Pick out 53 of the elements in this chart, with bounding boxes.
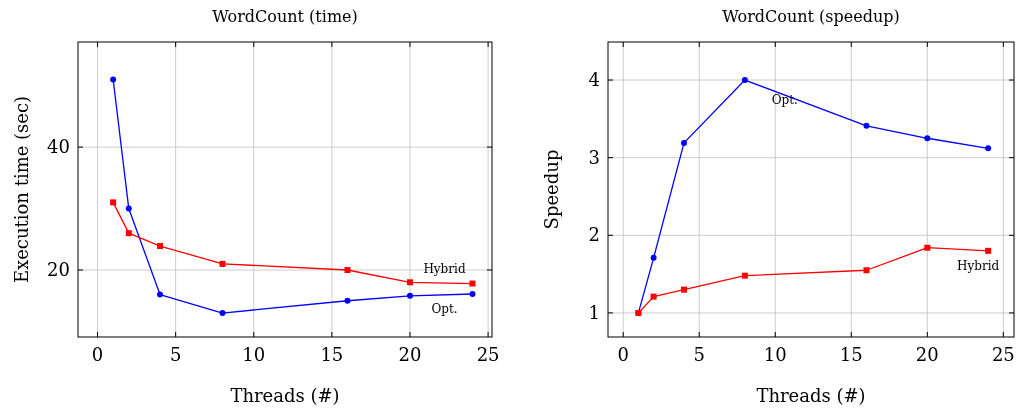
point (469, 290, 476, 297)
y-axis-title: Speedup (541, 149, 562, 230)
series-label: Opt. (431, 302, 458, 317)
chart-title: WordCount (time) (212, 7, 358, 26)
series-label: Opt. (771, 92, 798, 107)
point (924, 135, 931, 142)
x-tick-label: 20 (915, 344, 939, 365)
point (863, 122, 870, 129)
y-tick-label: 2 (588, 224, 600, 246)
x-tick-label: 25 (476, 344, 500, 365)
point (219, 310, 226, 317)
point (681, 286, 688, 293)
point (344, 267, 351, 274)
y-tick-label: 3 (588, 146, 600, 168)
y-tick-label: 1 (588, 301, 600, 323)
chart-title: WordCount (speedup) (722, 7, 900, 26)
y-tick-label: 4 (588, 69, 600, 91)
x-tick-label: 15 (320, 344, 344, 365)
point (681, 139, 688, 146)
point (157, 291, 164, 298)
x-tick-label: 5 (693, 344, 705, 365)
point (406, 279, 413, 286)
x-tick-label: 25 (991, 344, 1015, 365)
point (125, 205, 132, 212)
point (157, 243, 164, 250)
x-axis-title: Threads (#) (756, 385, 866, 406)
point (650, 254, 657, 261)
point (110, 76, 117, 83)
point (985, 145, 992, 152)
point (741, 77, 748, 84)
series-label: Hybrid (423, 262, 466, 277)
x-tick-label: 15 (839, 344, 863, 365)
x-axis-title: Threads (#) (230, 385, 340, 406)
x-tick-label: 0 (91, 344, 104, 365)
point (741, 272, 748, 279)
point (469, 280, 476, 287)
x-tick-label: 5 (169, 344, 182, 365)
y-tick-label: 40 (47, 136, 70, 158)
point (219, 260, 226, 267)
x-tick-label: 20 (398, 344, 422, 365)
point (344, 297, 351, 304)
x-tick-label: 10 (763, 344, 787, 365)
point (985, 247, 992, 254)
point (406, 292, 413, 299)
y-axis-title: Execution time (sec) (11, 95, 32, 284)
x-tick-label: 0 (617, 344, 629, 365)
point (110, 199, 117, 206)
series-label: Hybrid (957, 259, 1000, 274)
point (924, 244, 931, 251)
point (125, 230, 132, 237)
point (650, 293, 657, 300)
point (863, 267, 870, 274)
x-tick-label: 10 (242, 344, 266, 365)
